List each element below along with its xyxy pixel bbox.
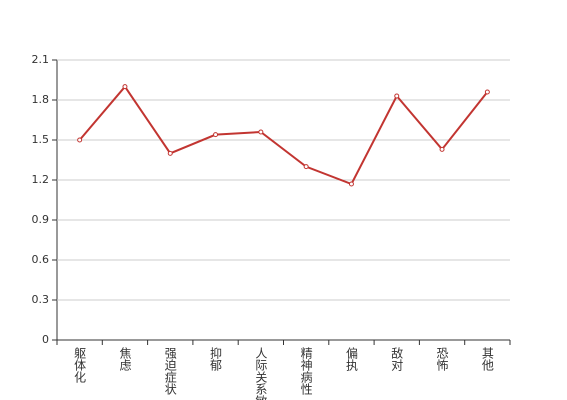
y-tick-label: 1.5: [32, 133, 50, 146]
x-tick-label: 其他: [480, 347, 494, 371]
x-tick-label: 恐怖: [435, 347, 449, 371]
line: [78, 85, 489, 186]
point: [167, 150, 173, 156]
x-tick-label: 焦虑: [118, 347, 132, 371]
y-tick-label: 0.6: [32, 253, 50, 266]
x-tick-label: 人际关系敏感: [254, 347, 268, 400]
y-tick-label: 0.9: [32, 213, 50, 226]
point: [122, 84, 128, 90]
x-tick-label: 敌对: [390, 346, 404, 371]
x-tick-label: 躯体化: [73, 346, 87, 384]
x-tick-label: 偏执: [344, 346, 358, 372]
point: [258, 129, 264, 135]
x-tick-label: 抑郁: [209, 346, 223, 372]
point: [484, 89, 490, 95]
point: [439, 146, 445, 152]
x-tick-label: 精神病性: [299, 347, 313, 396]
point: [303, 164, 309, 170]
point: [394, 93, 400, 99]
y-tick-label: 1.2: [32, 173, 50, 186]
y-tick-label: 0: [42, 333, 49, 346]
y-tick-label: 2.1: [32, 53, 50, 66]
point: [348, 181, 354, 187]
x-tick-label: 强迫症状: [163, 347, 177, 395]
point: [77, 137, 83, 143]
point: [213, 132, 219, 138]
y-tick-label: 1.8: [32, 93, 50, 106]
y-tick-label: 0.3: [32, 293, 50, 306]
